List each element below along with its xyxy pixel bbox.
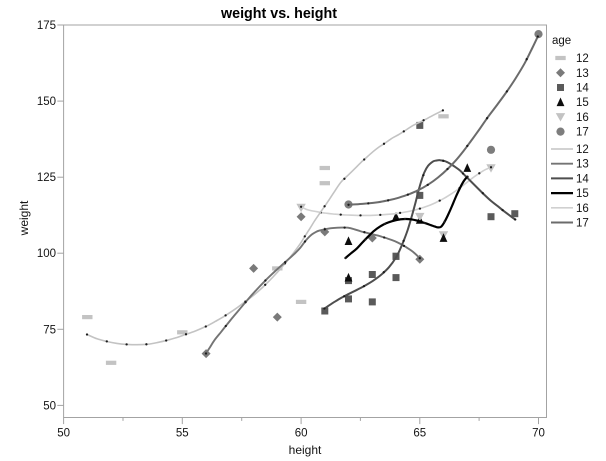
- svg-text:55: 55: [176, 428, 189, 440]
- svg-text:175: 175: [37, 20, 56, 32]
- svg-text:weight vs. height: weight vs. height: [220, 6, 337, 22]
- svg-text:15: 15: [576, 97, 589, 109]
- svg-text:weight: weight: [17, 200, 31, 236]
- svg-text:17: 17: [576, 127, 589, 139]
- svg-text:14: 14: [576, 83, 589, 95]
- svg-text:150: 150: [37, 96, 56, 108]
- svg-text:50: 50: [43, 400, 56, 412]
- svg-text:50: 50: [57, 428, 70, 440]
- svg-text:height: height: [289, 443, 322, 457]
- svg-text:75: 75: [43, 324, 56, 336]
- svg-text:16: 16: [576, 203, 589, 215]
- svg-text:15: 15: [576, 188, 589, 200]
- svg-text:12: 12: [576, 53, 589, 65]
- svg-text:13: 13: [576, 68, 589, 80]
- svg-text:age: age: [552, 35, 571, 47]
- svg-text:13: 13: [576, 159, 589, 171]
- svg-text:17: 17: [576, 218, 589, 230]
- svg-text:65: 65: [413, 428, 426, 440]
- svg-text:16: 16: [576, 112, 589, 124]
- svg-text:70: 70: [532, 428, 545, 440]
- svg-text:14: 14: [576, 173, 589, 185]
- svg-text:100: 100: [37, 248, 56, 260]
- svg-text:12: 12: [576, 144, 589, 156]
- svg-text:60: 60: [295, 428, 308, 440]
- svg-text:125: 125: [37, 172, 56, 184]
